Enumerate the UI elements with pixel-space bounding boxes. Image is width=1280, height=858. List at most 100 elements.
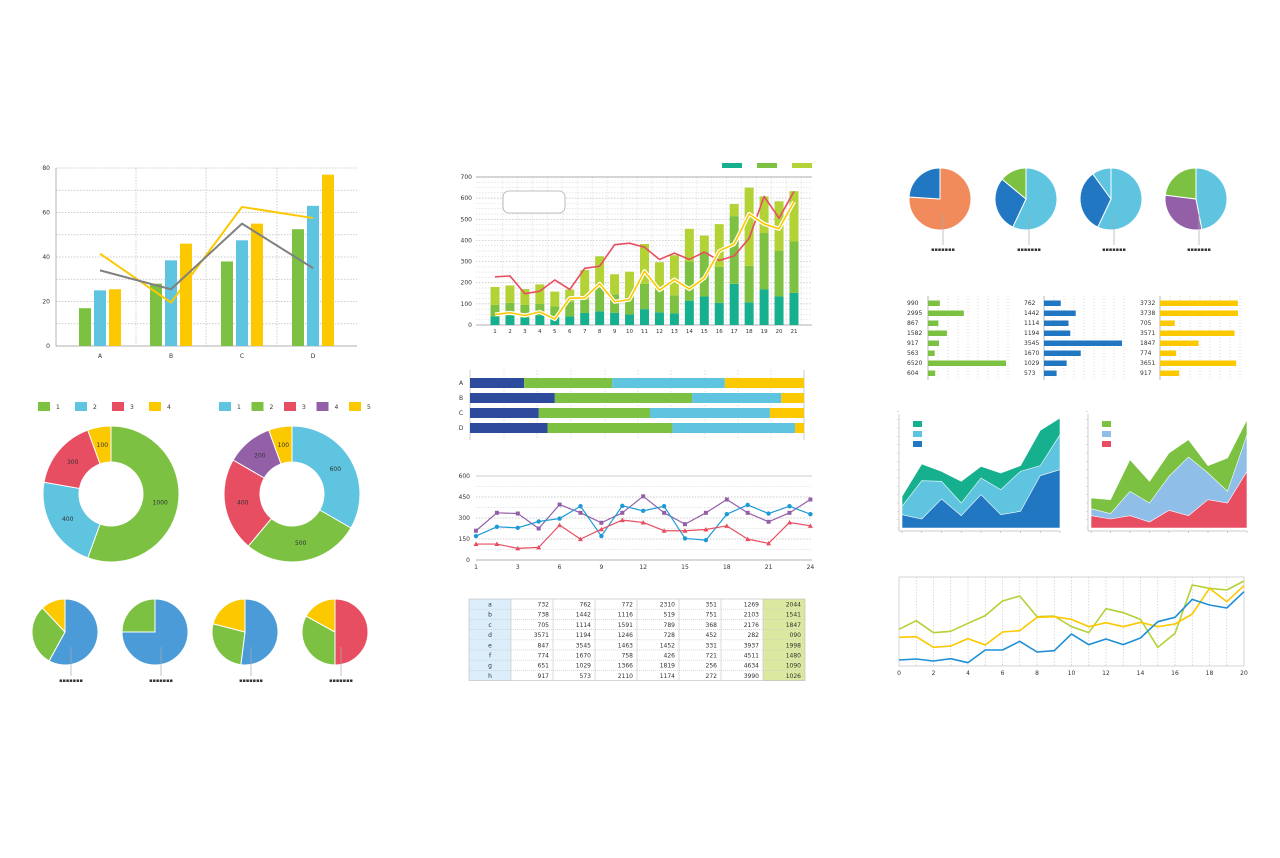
- x-tick-label: 6: [568, 329, 572, 335]
- series-line: [494, 190, 795, 295]
- x-tick-label: 3: [523, 329, 527, 335]
- bar-value-label: 917: [907, 340, 919, 347]
- donut-slice: [291, 425, 361, 529]
- stacked-hbar-chart: A B C D: [459, 370, 805, 440]
- stacked-bar-segment: [625, 271, 635, 298]
- stacked-bar-segment: [490, 286, 500, 305]
- bar: [1160, 320, 1175, 326]
- pie-slice: [212, 598, 246, 633]
- bar-value-label: 1847: [1140, 340, 1155, 347]
- bar-value-label: 3732: [1140, 300, 1155, 307]
- bar-value-label: 917: [1140, 370, 1152, 377]
- circle-marker: [682, 536, 688, 541]
- square-marker: [599, 520, 604, 525]
- legend-swatch: [316, 402, 329, 411]
- legend-label: 1: [237, 404, 241, 411]
- stacked-bar-segment: [580, 299, 590, 313]
- y-tick-label: 200: [461, 280, 473, 287]
- stacked-bar-segment: [595, 311, 605, 325]
- stacked-bar-segment: [565, 316, 575, 325]
- stacked-bar-segment: [789, 241, 799, 293]
- bar: [1044, 360, 1067, 366]
- row-header: e: [488, 642, 492, 649]
- pie-slice: [48, 598, 99, 666]
- legend-label: 1: [56, 404, 60, 411]
- y-tick-label: 80: [42, 165, 50, 172]
- legend-swatch: [112, 402, 124, 411]
- bar-segment: [794, 423, 804, 433]
- circle-marker: [661, 504, 667, 509]
- bar: [1044, 340, 1122, 346]
- triangle-marker: [494, 541, 500, 547]
- pie-slice: [41, 598, 66, 634]
- square-marker: [703, 510, 708, 515]
- table-cell: 519: [664, 612, 676, 619]
- stacked-bar-segment: [744, 302, 754, 325]
- square-marker: [578, 510, 583, 515]
- bar: [251, 223, 263, 346]
- pie-slice: [31, 607, 66, 662]
- placeholder-label: ▪▪▪▪▪▪▪: [931, 247, 955, 253]
- x-tick-label: 20: [776, 329, 783, 335]
- bar-segment: [769, 408, 804, 418]
- placeholder-label: ▪▪▪▪▪▪▪: [329, 678, 353, 684]
- stacked-bar-segment: [595, 288, 605, 312]
- circle-marker: [515, 525, 520, 530]
- circle-marker: [787, 504, 792, 509]
- table-cell: 452: [706, 632, 718, 639]
- legend-label: 3: [302, 404, 306, 411]
- table-cell: 732: [538, 602, 550, 609]
- bar: [236, 240, 248, 346]
- square-marker: [662, 510, 667, 515]
- x-tick-label: 15: [701, 329, 708, 335]
- table-cell: 4511: [744, 653, 759, 660]
- table-cell: 751: [706, 612, 718, 619]
- square-marker: [536, 526, 541, 531]
- stacked-bar-segment: [654, 262, 664, 291]
- pie-slice: [1092, 167, 1112, 201]
- x-tick-label: 24: [807, 564, 815, 571]
- pie-slice: [994, 178, 1027, 228]
- stacked-bar-segment: [640, 283, 649, 310]
- bar-value-label: 1582: [907, 330, 922, 337]
- y-tick-label: 500: [461, 216, 473, 223]
- donut-chart: 1000 400 300 100 1 2 3 4: [38, 402, 180, 563]
- bar: [94, 290, 106, 346]
- circle-marker: [745, 502, 750, 508]
- row-label: B: [459, 395, 463, 402]
- stacked-bar-segment: [729, 216, 739, 284]
- data-table: a 732 762 772 2310 351 1269 2044 b 738 1442 1116 519…: [468, 598, 806, 681]
- row-header: d: [488, 632, 492, 639]
- square-marker: [515, 511, 520, 516]
- row-header: h: [488, 673, 492, 680]
- legend-swatch: [913, 441, 922, 447]
- bar-segment: [524, 378, 613, 388]
- row-header: g: [488, 663, 492, 670]
- triangle-marker: [536, 544, 542, 550]
- legend-swatch: [75, 402, 87, 411]
- stacked-bar-segment: [505, 302, 515, 316]
- pie-slice: [1164, 167, 1197, 200]
- table-cell: 1090: [786, 663, 801, 670]
- table-cell: 1026: [786, 673, 801, 680]
- y-tick-label: 0: [468, 322, 472, 329]
- table-cell: 331: [706, 642, 718, 649]
- area-layer: [1090, 470, 1248, 529]
- stacked-bar-segment: [714, 224, 724, 267]
- donut-slice: [87, 425, 112, 465]
- circle-marker: [766, 511, 771, 516]
- stacked-bar-segment: [729, 204, 739, 217]
- stacked-bar-segment: [580, 312, 590, 325]
- table-cell: 272: [706, 673, 718, 680]
- table-cell: 1174: [660, 673, 675, 680]
- y-tick-label: 300: [459, 515, 471, 522]
- circle-marker: [641, 508, 646, 514]
- bar-value-label: 573: [1024, 370, 1036, 377]
- x-tick-label: D: [311, 353, 316, 360]
- stacked-bar-segment: [684, 261, 694, 301]
- x-tick-label: 8: [598, 329, 602, 335]
- placeholder-label: ▪▪▪▪▪▪▪: [239, 678, 263, 684]
- x-tick-label: 2: [932, 670, 936, 677]
